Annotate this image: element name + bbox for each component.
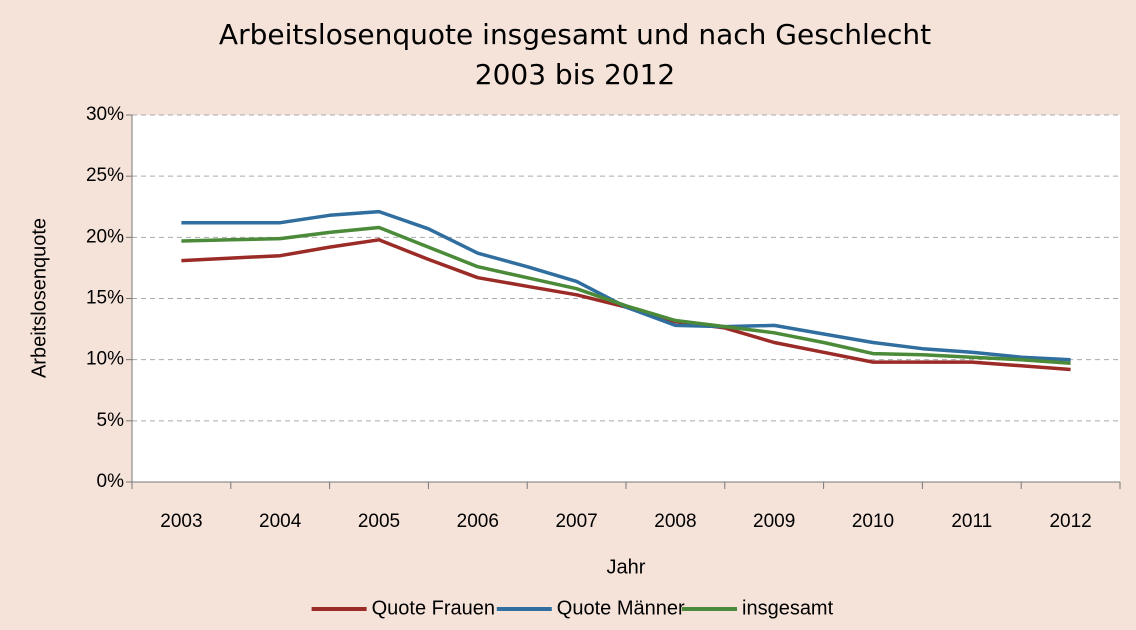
x-tick-label: 2004 <box>259 511 302 532</box>
x-tick-label: 2010 <box>852 511 894 532</box>
y-tick-label: 10% <box>86 349 124 370</box>
legend-label: Quote Frauen <box>372 597 495 619</box>
y-tick-label: 15% <box>86 288 124 309</box>
chart-title: Arbeitslosenquote insgesamt und nach Ges… <box>219 18 931 51</box>
x-tick-label: 2005 <box>358 511 400 532</box>
y-tick-label: 30% <box>86 104 124 125</box>
x-tick-label: 2007 <box>555 511 597 532</box>
x-axis-label: Jahr <box>607 556 646 578</box>
y-tick-label: 0% <box>97 471 125 492</box>
chart-subtitle: 2003 bis 2012 <box>475 58 675 91</box>
y-tick-label: 25% <box>86 165 124 186</box>
x-tick-label: 2003 <box>160 511 202 532</box>
legend-label: Quote Männer <box>557 597 685 619</box>
line-series <box>181 225 1071 366</box>
y-axis-label: Arbeitslosenquote <box>28 218 50 378</box>
x-tick-label: 2012 <box>1049 511 1091 532</box>
y-tick-label: 5% <box>97 410 125 431</box>
x-tick-label: 2006 <box>457 511 499 532</box>
x-tick-label: 2009 <box>753 511 795 532</box>
legend-label: insgesamt <box>742 597 834 619</box>
y-tick-label: 20% <box>86 226 124 247</box>
x-tick-label: 2008 <box>654 511 696 532</box>
x-tick-label: 2011 <box>951 511 992 532</box>
